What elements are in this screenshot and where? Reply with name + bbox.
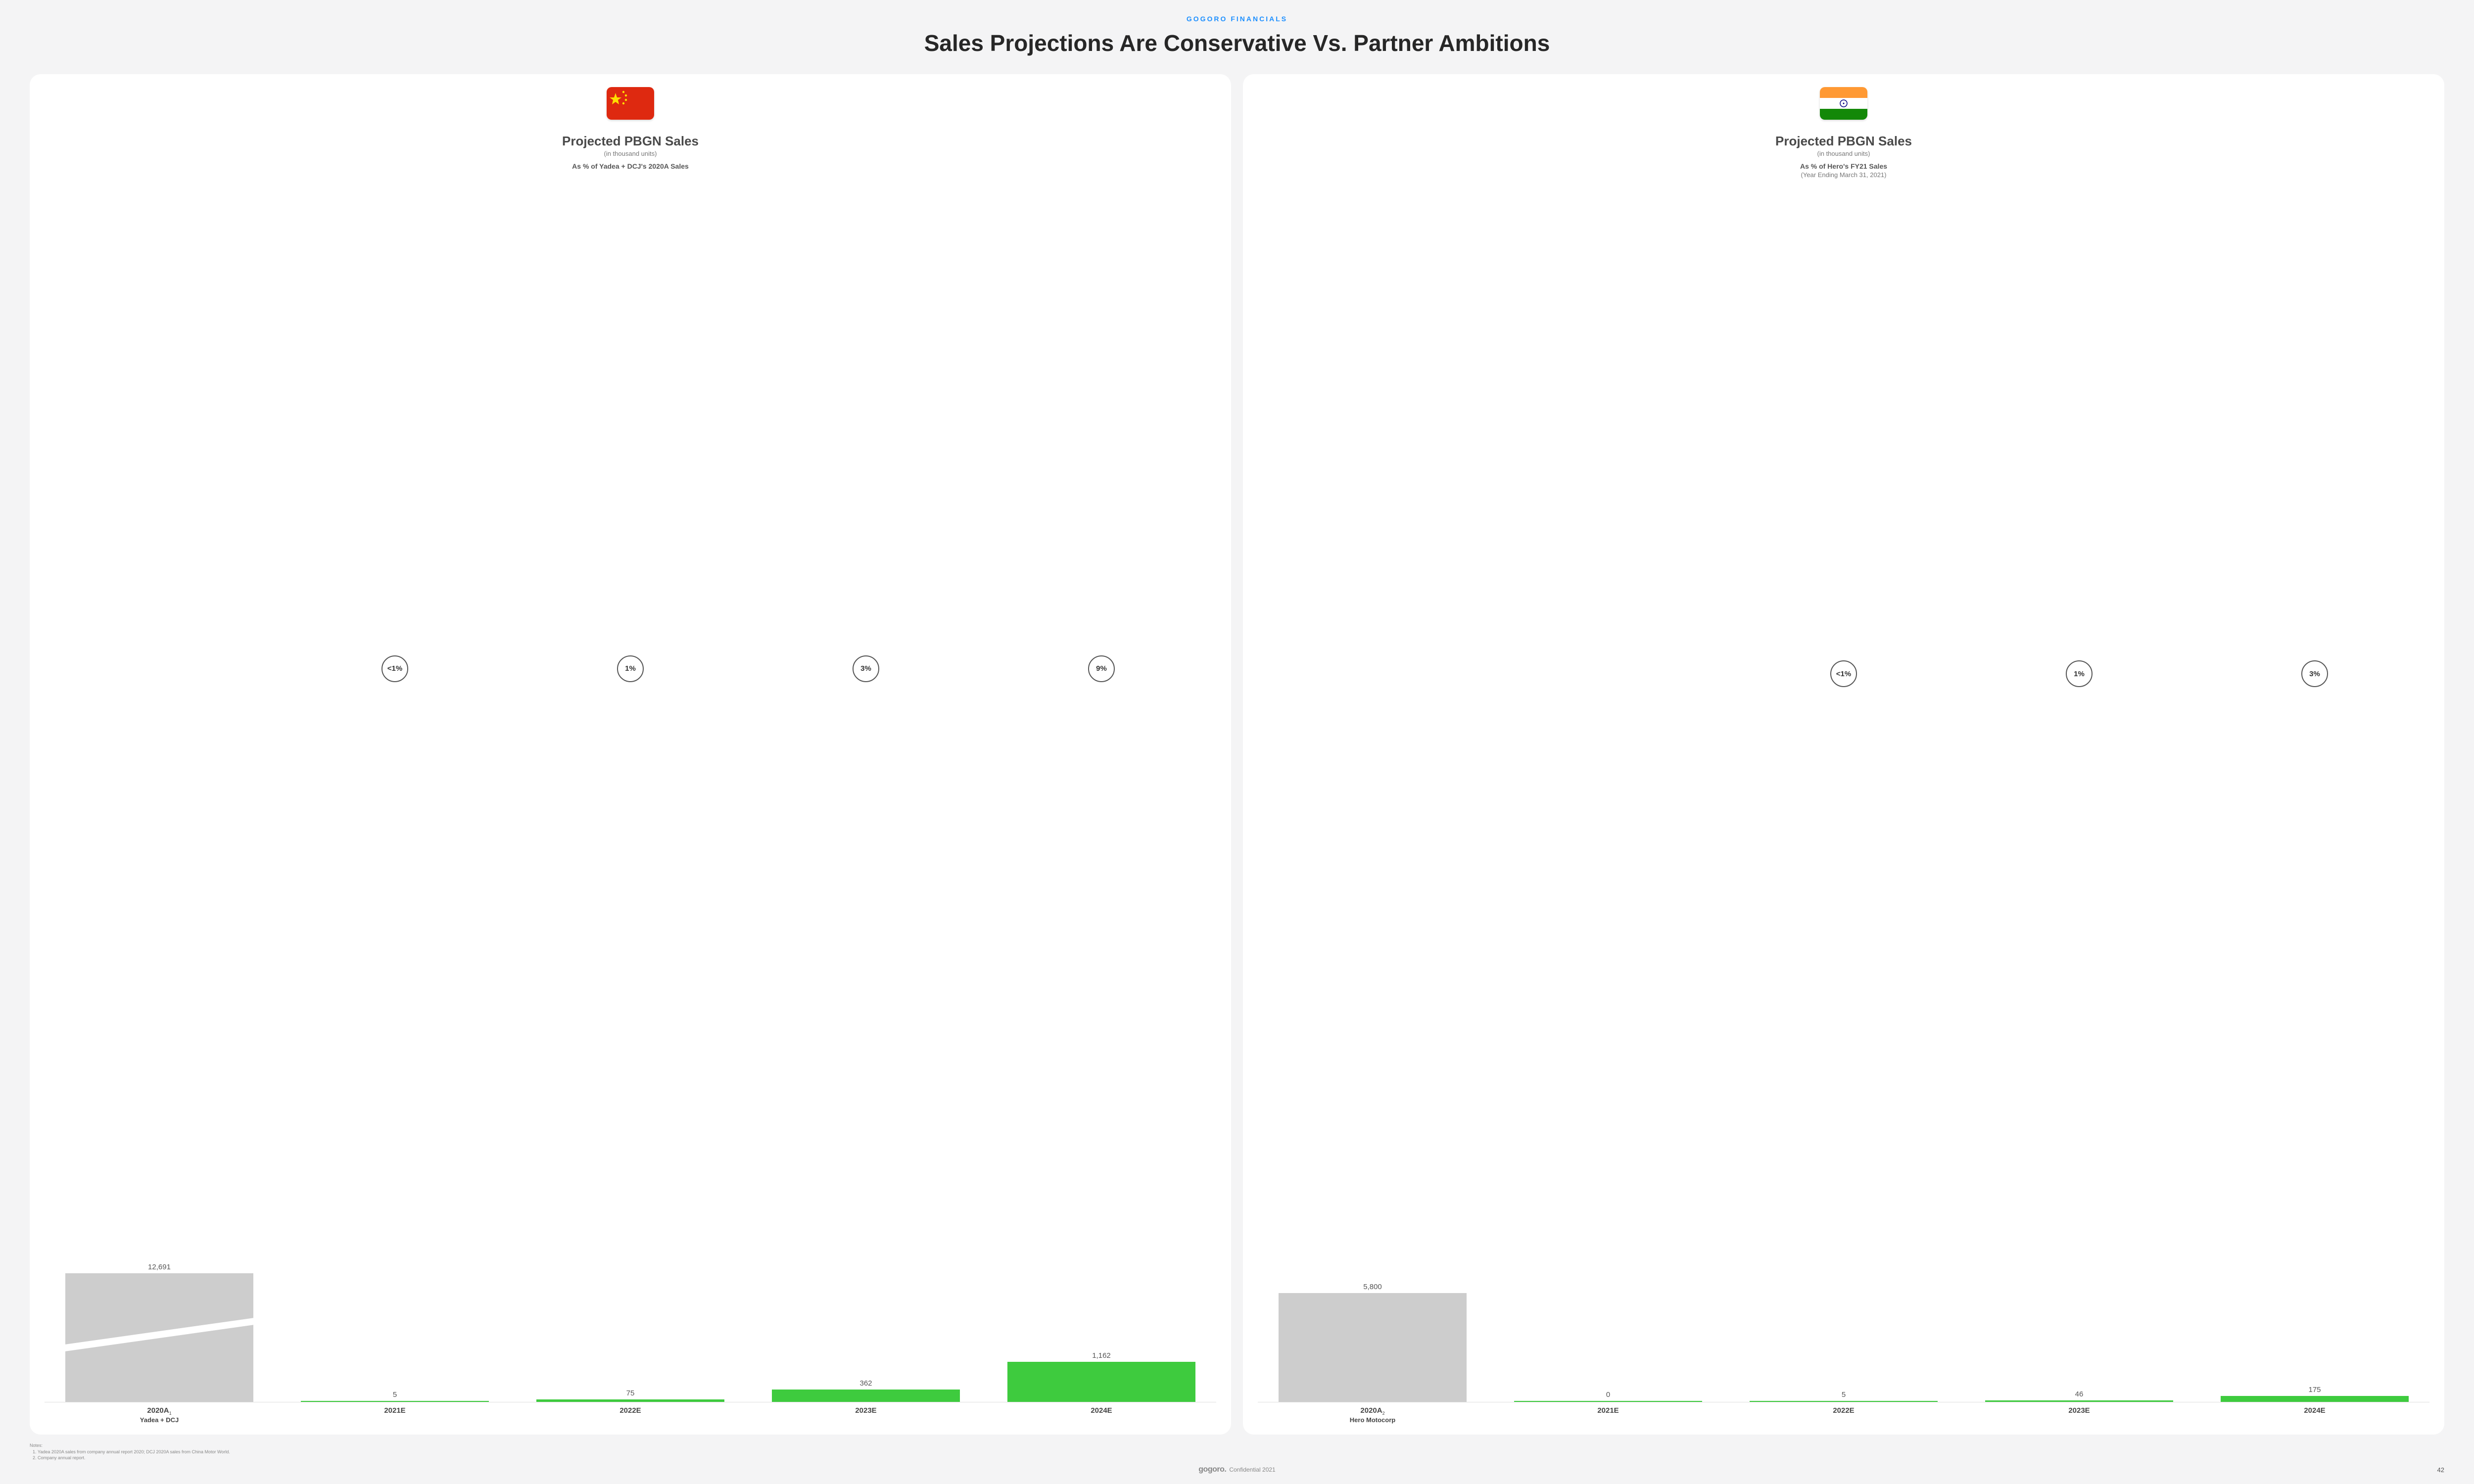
panel-subtitle: (in thousand units) xyxy=(1817,150,1870,157)
bar-value-label: 5,800 xyxy=(1363,1283,1382,1291)
chart-column: 0 xyxy=(1493,188,1723,1402)
logo-text: gogoro. xyxy=(1198,1465,1226,1474)
chart-left: 12,691 <1% 5 1% 75 3% 362 9% 1,162 xyxy=(45,180,1216,1402)
chart-column: 1% 75 xyxy=(516,180,745,1402)
pct-bubble: 9% xyxy=(1088,655,1115,682)
bar-value-label: 12,691 xyxy=(148,1263,171,1271)
chart-column-ref: 12,691 xyxy=(45,180,274,1402)
bar-value-label: 46 xyxy=(2075,1390,2084,1398)
bar-value-label: 362 xyxy=(859,1379,872,1388)
bar xyxy=(1750,1401,1938,1402)
footer: gogoro. Confidential 2021 42 xyxy=(30,1465,2444,1474)
x-label: 2022E xyxy=(1729,1406,1958,1424)
bar xyxy=(1007,1362,1195,1402)
bar xyxy=(772,1390,960,1402)
x-label-ref: 2020A1Yadea + DCJ xyxy=(45,1406,274,1424)
bar-value-label: 175 xyxy=(2308,1386,2321,1394)
footnote-item: Company annual report. xyxy=(38,1455,2444,1461)
bar xyxy=(301,1401,489,1402)
bar-value-label: 5 xyxy=(1842,1391,1846,1399)
chart-column: 1% 46 xyxy=(1964,188,2194,1402)
x-label-ref: 2020A2Hero Motocorp xyxy=(1258,1406,1487,1424)
x-label: 2021E xyxy=(1493,1406,1723,1424)
panel-title: Projected PBGN Sales xyxy=(562,134,699,149)
x-label: 2022E xyxy=(516,1406,745,1424)
flag-india-icon xyxy=(1820,87,1867,120)
x-label: 2023E xyxy=(1964,1406,2194,1424)
panel-note2: (Year Ending March 31, 2021) xyxy=(1801,171,1887,179)
bar xyxy=(2221,1396,2409,1402)
pct-bubble: 3% xyxy=(2301,660,2328,687)
panel-subtitle: (in thousand units) xyxy=(604,150,657,157)
xlabels-right: 2020A2Hero Motocorp 2021E 2022E 2023E 2024E xyxy=(1258,1406,2429,1424)
bar-value-label: 75 xyxy=(626,1389,635,1397)
chart-column: <1% 5 xyxy=(280,180,510,1402)
bar xyxy=(536,1399,724,1402)
chart-column: 3% 175 xyxy=(2200,188,2429,1402)
chart-column: 3% 362 xyxy=(751,180,981,1402)
bar xyxy=(1514,1401,1702,1402)
bar-ref xyxy=(65,1273,253,1402)
page-title: Sales Projections Are Conservative Vs. P… xyxy=(30,30,2444,56)
footer-text: Confidential 2021 xyxy=(1229,1466,1275,1473)
xlabels-left: 2020A1Yadea + DCJ 2021E 2022E 2023E 2024E xyxy=(45,1406,1216,1424)
footnote-item: Yadea 2020A sales from company annual re… xyxy=(38,1449,2444,1455)
x-label: 2024E xyxy=(2200,1406,2429,1424)
bar xyxy=(1985,1400,2173,1402)
chart-right: 5,800 0 <1% 5 1% 46 3% 175 xyxy=(1258,188,2429,1402)
panel-note: As % of Hero's FY21 Sales xyxy=(1800,162,1887,170)
bar-ref xyxy=(1279,1293,1467,1402)
pct-bubble: 3% xyxy=(853,655,879,682)
page-number: 42 xyxy=(2437,1466,2444,1474)
chart-column-ref: 5,800 xyxy=(1258,188,1487,1402)
x-label: 2024E xyxy=(987,1406,1216,1424)
chart-column: <1% 5 xyxy=(1729,188,1958,1402)
pct-bubble: 1% xyxy=(617,655,644,682)
panel-title: Projected PBGN Sales xyxy=(1775,134,1912,149)
x-label: 2021E xyxy=(280,1406,510,1424)
pct-bubble: <1% xyxy=(1830,660,1857,687)
slide: GOGORO FINANCIALS Sales Projections Are … xyxy=(0,0,2474,1484)
panel-china: Projected PBGN Sales (in thousand units)… xyxy=(30,74,1231,1435)
eyebrow: GOGORO FINANCIALS xyxy=(30,15,2444,23)
axis-break xyxy=(58,1317,261,1352)
bar-value-label: 5 xyxy=(393,1391,397,1399)
bar-value-label: 0 xyxy=(1606,1391,1610,1399)
pct-bubble: <1% xyxy=(381,655,408,682)
pct-bubble: 1% xyxy=(2066,660,2093,687)
footnotes: Notes: Yadea 2020A sales from company an… xyxy=(30,1442,2444,1461)
panel-india: Projected PBGN Sales (in thousand units)… xyxy=(1243,74,2444,1435)
x-label: 2023E xyxy=(751,1406,981,1424)
chart-column: 9% 1,162 xyxy=(987,180,1216,1402)
panels-row: Projected PBGN Sales (in thousand units)… xyxy=(30,74,2444,1435)
bar-value-label: 1,162 xyxy=(1092,1351,1111,1360)
notes-header: Notes: xyxy=(30,1442,2444,1449)
flag-china-icon xyxy=(607,87,654,120)
panel-note: As % of Yadea + DCJ's 2020A Sales xyxy=(572,162,689,170)
